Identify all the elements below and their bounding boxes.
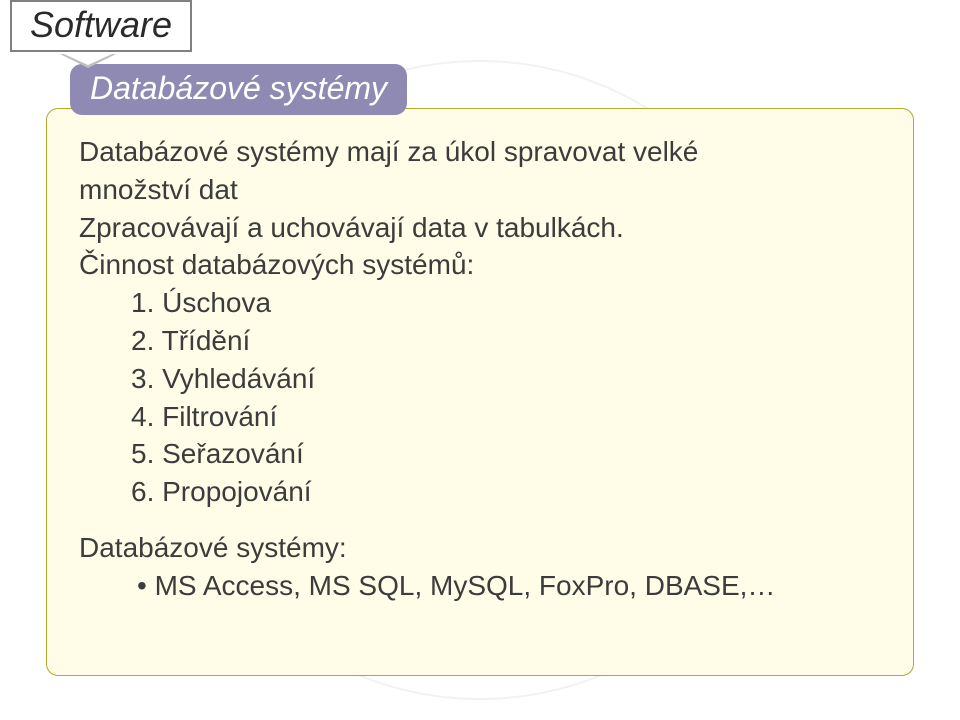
title-pill: Databázové systémy (70, 64, 407, 115)
activity-item: 3. Vyhledávání (131, 360, 881, 398)
software-label-box: Software (10, 0, 192, 52)
software-header: Software (10, 0, 220, 68)
examples-label: Databázové systémy: (79, 529, 881, 567)
activity-list: 1. Úschova 2. Třídění 3. Vyhledávání 4. … (79, 284, 881, 511)
content-box: Databázové systémy mají za úkol spravova… (46, 108, 914, 676)
activity-heading: Činnost databázových systémů: (79, 246, 881, 284)
activity-item: 5. Seřazování (131, 435, 881, 473)
activity-item: 4. Filtrování (131, 398, 881, 436)
activity-item: 6. Propojování (131, 473, 881, 511)
title-pill-text: Databázové systémy (90, 70, 387, 106)
examples-item: MS Access, MS SQL, MySQL, FoxPro, DBASE,… (137, 567, 881, 605)
activity-item: 1. Úschova (131, 284, 881, 322)
software-label: Software (30, 4, 172, 45)
chevron-down-icon (60, 54, 116, 68)
intro-line-1: Databázové systémy mají za úkol spravova… (79, 133, 881, 171)
intro-line-2: množství dat (79, 171, 881, 209)
examples-list: MS Access, MS SQL, MySQL, FoxPro, DBASE,… (79, 567, 881, 605)
processing-line: Zpracovávají a uchovávají data v tabulká… (79, 209, 881, 247)
activity-item: 2. Třídění (131, 322, 881, 360)
